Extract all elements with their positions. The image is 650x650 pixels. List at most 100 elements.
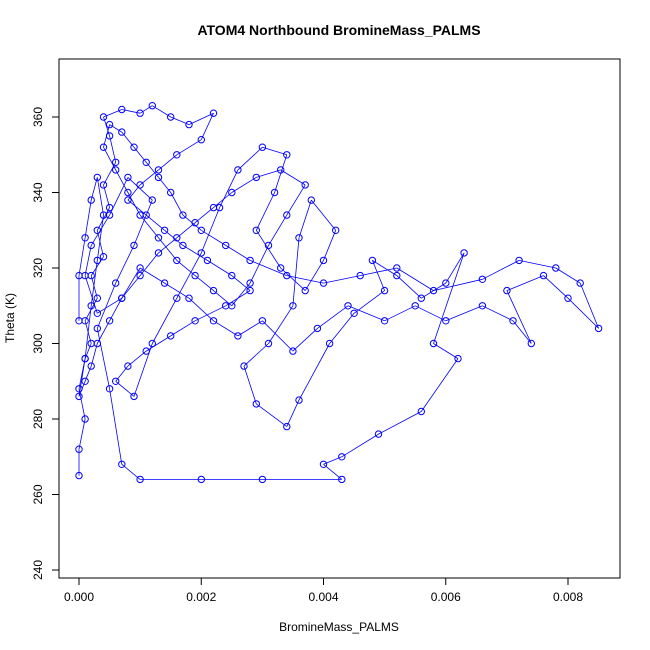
data-point xyxy=(576,279,584,287)
data-point xyxy=(240,362,248,370)
data-point xyxy=(509,317,517,325)
connecting-line xyxy=(188,112,214,125)
connecting-line xyxy=(433,278,483,291)
data-point xyxy=(87,302,95,310)
data-point xyxy=(118,460,126,468)
connecting-line xyxy=(256,403,288,427)
data-point xyxy=(136,211,144,219)
connecting-line xyxy=(103,184,110,208)
connecting-line xyxy=(96,207,110,231)
data-point xyxy=(160,279,169,287)
data-point xyxy=(179,241,187,250)
connecting-line xyxy=(213,290,233,307)
connecting-line xyxy=(90,177,98,201)
connecting-line xyxy=(378,411,422,435)
data-point xyxy=(124,362,132,370)
data-point xyxy=(105,317,114,325)
connecting-line xyxy=(133,199,153,246)
data-point xyxy=(594,324,603,333)
data-point xyxy=(246,256,254,265)
data-point xyxy=(173,234,181,242)
data-point xyxy=(417,294,425,302)
data-point xyxy=(527,339,535,348)
data-point xyxy=(228,271,236,280)
connecting-line xyxy=(84,305,92,359)
data-point xyxy=(142,347,150,355)
connecting-line xyxy=(237,146,263,171)
data-point xyxy=(283,271,291,280)
connecting-line xyxy=(543,275,569,299)
data-point xyxy=(277,264,285,272)
connecting-line xyxy=(170,320,196,337)
connecting-line xyxy=(109,124,123,133)
connecting-line xyxy=(445,252,465,284)
data-point xyxy=(124,173,132,182)
data-point xyxy=(99,181,108,189)
data-point xyxy=(429,339,438,348)
x-tick-label: 0.004 xyxy=(308,590,338,604)
connecting-line xyxy=(341,433,379,458)
connecting-line xyxy=(84,298,98,321)
connecting-line xyxy=(255,192,275,231)
connecting-line xyxy=(158,237,178,254)
data-point xyxy=(93,173,102,182)
data-point xyxy=(154,166,163,174)
connecting-line xyxy=(298,343,330,401)
data-point xyxy=(167,188,175,197)
connecting-line xyxy=(109,135,117,163)
data-point xyxy=(417,407,425,416)
connecting-line xyxy=(96,177,104,216)
connecting-line xyxy=(90,343,98,367)
connecting-line xyxy=(96,215,104,261)
data-point xyxy=(136,181,144,189)
connecting-line xyxy=(280,267,306,291)
data-point xyxy=(124,188,132,197)
data-point xyxy=(148,196,157,204)
connecting-line xyxy=(170,192,184,216)
data-point xyxy=(148,102,157,110)
connecting-line xyxy=(243,343,269,367)
data-point xyxy=(209,203,218,212)
data-point xyxy=(142,158,150,167)
connecting-line xyxy=(200,207,220,254)
connecting-line xyxy=(268,305,294,344)
data-point xyxy=(411,302,419,310)
data-point xyxy=(277,166,285,174)
data-point xyxy=(179,211,187,219)
data-point xyxy=(209,109,218,117)
connecting-line xyxy=(90,256,104,276)
connecting-line xyxy=(103,147,117,171)
data-point xyxy=(105,385,114,393)
data-point xyxy=(478,302,487,310)
connecting-line xyxy=(96,282,117,329)
connecting-line xyxy=(262,320,294,352)
connecting-line xyxy=(151,298,178,344)
connecting-line xyxy=(84,200,92,238)
connecting-line xyxy=(256,169,281,178)
data-point xyxy=(99,143,108,151)
connecting-line xyxy=(579,282,599,329)
connecting-line xyxy=(176,139,202,156)
connecting-line xyxy=(127,350,147,367)
connecting-line xyxy=(84,275,98,314)
data-point xyxy=(442,279,450,287)
connecting-line xyxy=(145,335,171,352)
data-point xyxy=(99,211,108,219)
data-point xyxy=(99,253,108,261)
y-tick-label: 360 xyxy=(31,107,45,127)
data-point xyxy=(460,249,468,257)
connecting-line xyxy=(78,418,86,450)
data-point xyxy=(130,392,138,401)
connecting-line xyxy=(127,199,147,216)
connecting-line xyxy=(555,267,581,284)
data-point xyxy=(173,256,181,265)
connecting-line xyxy=(84,245,92,276)
data-point xyxy=(75,392,83,401)
connecting-line xyxy=(115,380,135,397)
data-point xyxy=(185,294,193,302)
data-point xyxy=(118,294,126,302)
data-point xyxy=(167,113,175,121)
x-tick-label: 0.000 xyxy=(64,590,94,604)
data-point xyxy=(118,105,126,114)
connecting-line xyxy=(231,177,257,193)
